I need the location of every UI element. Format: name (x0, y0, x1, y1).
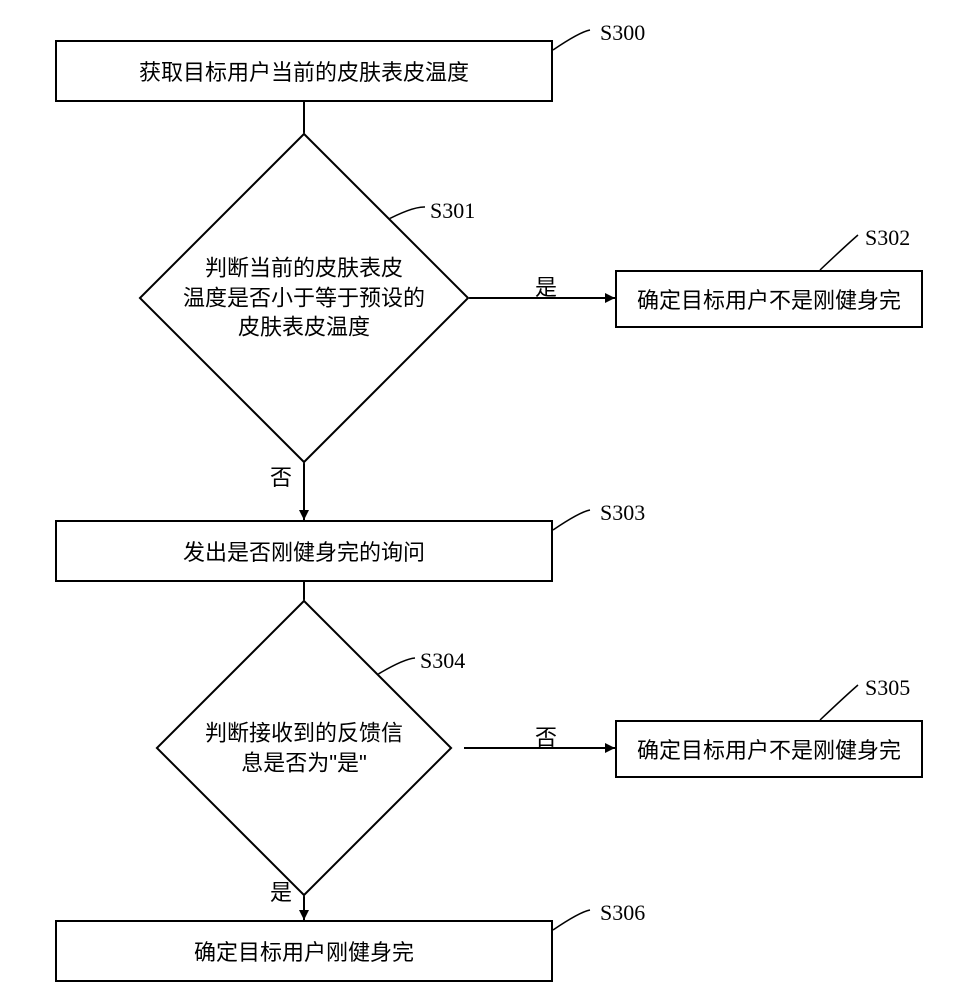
step-label-s306: S306 (600, 900, 645, 926)
edge-label-s304-yes: 是 (270, 875, 292, 907)
node-s301-text: 判断当前的皮肤表皮 温度是否小于等于预设的 皮肤表皮温度 (174, 253, 434, 342)
edge-label-s301-yes: 是 (535, 270, 557, 302)
node-s303-text: 发出是否刚健身完的询问 (183, 535, 425, 567)
node-s302-text: 确定目标用户不是刚健身完 (637, 283, 901, 315)
step-label-s303: S303 (600, 500, 645, 526)
node-s305-text: 确定目标用户不是刚健身完 (637, 733, 901, 765)
edge-label-s304-no: 否 (535, 720, 557, 752)
step-label-s305: S305 (865, 675, 910, 701)
step-label-s301: S301 (430, 198, 475, 224)
node-s306-text: 确定目标用户刚健身完 (194, 935, 414, 967)
edge-label-s301-no: 否 (270, 460, 292, 492)
node-s306: 确定目标用户刚健身完 (55, 920, 553, 982)
connector-layer (0, 0, 963, 1000)
node-s303: 发出是否刚健身完的询问 (55, 520, 553, 582)
step-label-s302: S302 (865, 225, 910, 251)
step-label-s300: S300 (600, 20, 645, 46)
node-s305: 确定目标用户不是刚健身完 (615, 720, 923, 778)
node-s304-text: 判断接收到的反馈信 息是否为"是" (184, 718, 424, 777)
step-label-s304: S304 (420, 648, 465, 674)
flowchart-canvas: 获取目标用户当前的皮肤表皮温度 判断当前的皮肤表皮 温度是否小于等于预设的 皮肤… (0, 0, 963, 1000)
node-s302: 确定目标用户不是刚健身完 (615, 270, 923, 328)
node-s300: 获取目标用户当前的皮肤表皮温度 (55, 40, 553, 102)
node-s300-text: 获取目标用户当前的皮肤表皮温度 (139, 55, 469, 87)
